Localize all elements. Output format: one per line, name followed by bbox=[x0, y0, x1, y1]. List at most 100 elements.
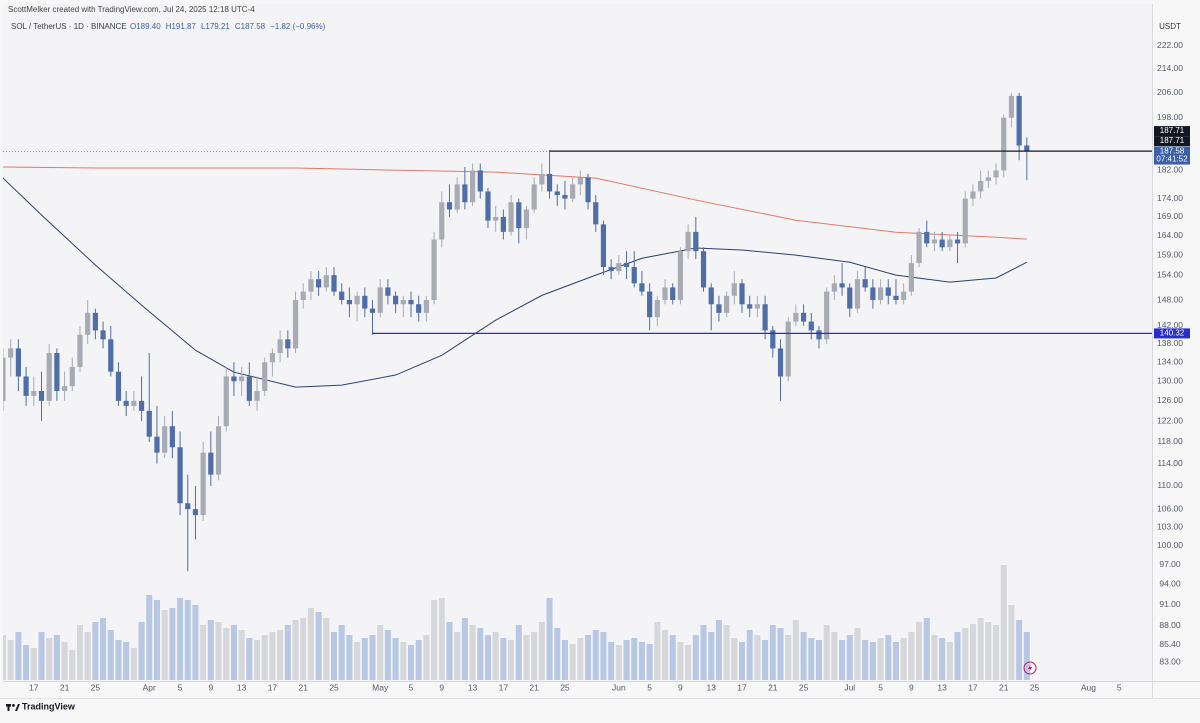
volume-bar bbox=[415, 640, 422, 680]
candle-body bbox=[954, 239, 961, 244]
candle-body bbox=[862, 279, 868, 288]
volume-bar bbox=[508, 640, 515, 680]
candle-body bbox=[839, 283, 845, 288]
level-flag: 187.71 bbox=[1160, 136, 1185, 145]
candle-body bbox=[531, 184, 537, 210]
candle-body bbox=[416, 304, 422, 313]
y-tick-label: 106.00 bbox=[1157, 503, 1183, 513]
x-tick-label: 21 bbox=[768, 682, 778, 692]
volume-bar bbox=[246, 638, 253, 680]
volume-bar bbox=[754, 635, 761, 680]
volume-bar bbox=[38, 632, 45, 680]
volume-bar bbox=[338, 625, 345, 680]
x-tick-label: 9 bbox=[909, 682, 914, 692]
x-tick-label: 25 bbox=[91, 682, 101, 692]
volume-bar bbox=[492, 632, 499, 680]
icon-bolt bbox=[1028, 664, 1032, 672]
x-tick-label: 25 bbox=[329, 682, 339, 692]
logo-part bbox=[12, 704, 15, 707]
y-tick-label: 83.00 bbox=[1159, 657, 1181, 667]
candle-body bbox=[562, 195, 568, 199]
volume-bar bbox=[839, 640, 846, 680]
candle-body bbox=[454, 184, 460, 210]
candle-body bbox=[985, 177, 991, 181]
volume-bar bbox=[531, 632, 538, 680]
candle-body bbox=[800, 312, 807, 322]
x-tick-label: 21 bbox=[60, 682, 70, 692]
volume-bar bbox=[331, 632, 338, 680]
candle-body bbox=[3, 357, 6, 401]
volume-bar bbox=[15, 632, 22, 680]
candle-body bbox=[716, 304, 722, 313]
candle-body bbox=[831, 283, 837, 292]
y-tick-label: 198.00 bbox=[1157, 112, 1183, 122]
candle-body bbox=[185, 503, 191, 510]
volume-bar bbox=[592, 630, 599, 680]
candle-body bbox=[885, 287, 891, 296]
candle-body bbox=[208, 452, 214, 475]
candle-body bbox=[308, 279, 314, 292]
brand-logo bbox=[6, 704, 20, 711]
y-tick-label: 114.00 bbox=[1157, 458, 1183, 468]
candle-body bbox=[354, 295, 360, 305]
volume-bar bbox=[654, 622, 661, 680]
candle-body bbox=[677, 251, 684, 301]
volume-bar bbox=[939, 638, 946, 680]
candle-body bbox=[693, 231, 699, 252]
x-tick-label: Jun bbox=[612, 682, 626, 692]
volume-bar bbox=[323, 618, 330, 680]
volume-bar bbox=[746, 630, 753, 680]
volume-bar bbox=[908, 632, 915, 680]
volume-bar bbox=[107, 630, 114, 680]
x-tick-label: 17 bbox=[268, 682, 278, 692]
volume-bar bbox=[823, 625, 830, 680]
volume-bar bbox=[877, 638, 884, 680]
candle-body bbox=[316, 279, 322, 288]
volume-bar bbox=[916, 622, 923, 680]
volume-bar bbox=[677, 642, 684, 680]
alert-icon bbox=[1023, 661, 1037, 675]
x-tick-label: Apr bbox=[143, 682, 156, 692]
author-line: ScottMelker created with TradingView.com… bbox=[8, 5, 255, 14]
candle-body bbox=[346, 300, 353, 305]
volume-bar bbox=[3, 635, 6, 680]
candle-body bbox=[854, 279, 861, 309]
volume-bar bbox=[261, 635, 268, 680]
level-flag-box bbox=[1154, 328, 1190, 339]
volume-bar bbox=[708, 632, 715, 680]
candle-body bbox=[608, 267, 614, 272]
candle-body bbox=[146, 410, 152, 437]
volume-bar bbox=[815, 640, 822, 680]
volume-bar bbox=[92, 622, 99, 680]
candle-body bbox=[323, 275, 329, 288]
volume-bar bbox=[438, 598, 445, 680]
candle-body bbox=[662, 287, 668, 301]
volume-bar bbox=[1000, 565, 1007, 680]
volume-bar bbox=[123, 642, 130, 680]
y-tick-label: 85.40 bbox=[1159, 639, 1181, 649]
volume-bar bbox=[354, 642, 361, 680]
candle-body bbox=[654, 300, 660, 318]
candle-body bbox=[77, 334, 83, 367]
x-tick-label: Jul bbox=[844, 682, 855, 692]
candle-body bbox=[215, 426, 222, 475]
y-tick-label: 214.00 bbox=[1157, 63, 1183, 73]
candle-body bbox=[85, 312, 91, 335]
volume-bar bbox=[685, 645, 692, 680]
x-tick-label: 21 bbox=[999, 682, 1009, 692]
volume-bar bbox=[53, 635, 60, 680]
candle-body bbox=[154, 436, 160, 453]
volume-bar bbox=[669, 635, 676, 680]
volume-bar bbox=[762, 640, 769, 680]
volume-bar bbox=[46, 638, 53, 680]
x-tick-label: 5 bbox=[647, 682, 652, 692]
candle-body bbox=[616, 263, 622, 272]
y-tick-label: 148.00 bbox=[1157, 294, 1183, 304]
candle-body bbox=[131, 400, 137, 406]
candle-body bbox=[493, 216, 499, 221]
volume-bar bbox=[600, 632, 607, 680]
x-tick-label: 21 bbox=[298, 682, 308, 692]
volume-bar bbox=[631, 638, 638, 680]
x-tick-label: 17 bbox=[29, 682, 39, 692]
candle-body bbox=[169, 426, 175, 448]
